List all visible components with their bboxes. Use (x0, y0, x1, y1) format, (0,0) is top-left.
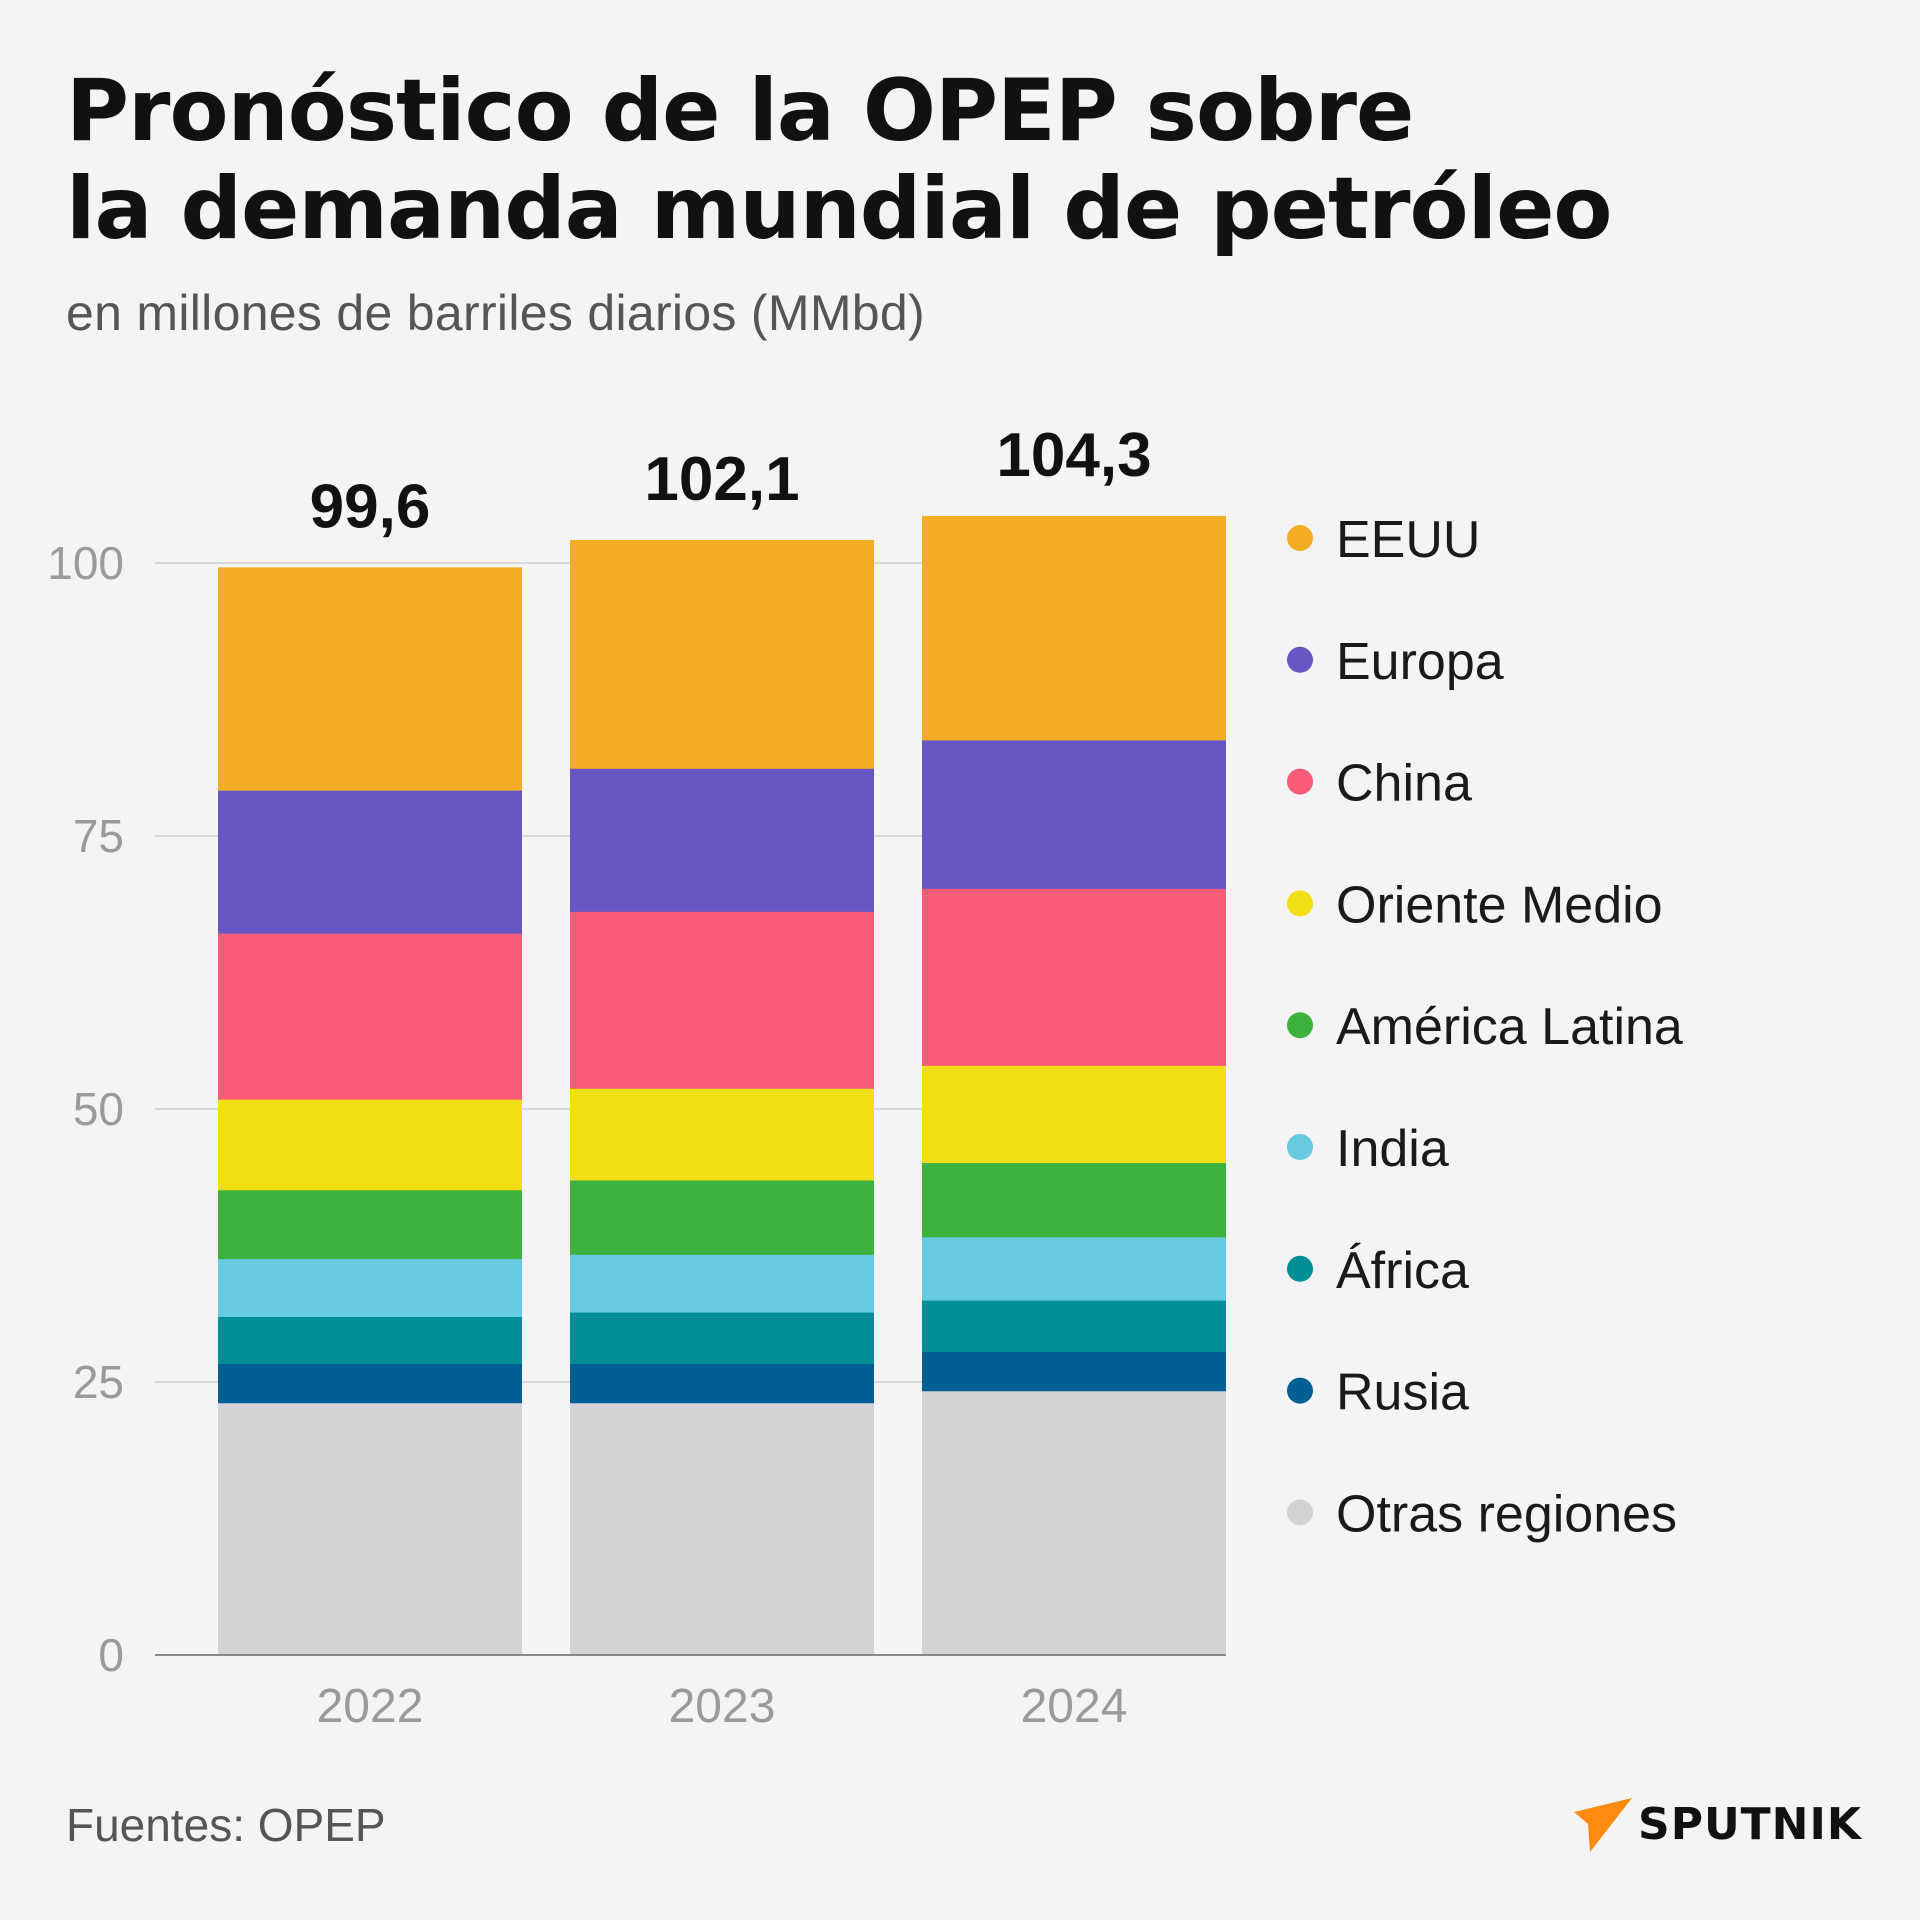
title-line-2: la demanda mundial de petróleo (66, 159, 1613, 259)
legend-label-india: India (1336, 1120, 1449, 1178)
bar-segment-2023-áfrica (570, 1312, 874, 1364)
legend-label-china: China (1336, 755, 1472, 813)
legend-label-otras-regiones: Otras regiones (1336, 1485, 1677, 1543)
legend-label-áfrica: África (1336, 1242, 1469, 1300)
bar-segment-2024-eeuu (922, 516, 1226, 741)
legend-swatch-europa (1287, 646, 1313, 673)
bar-segment-2024-india (922, 1236, 1226, 1301)
legend-swatch-rusia (1287, 1377, 1313, 1404)
total-label-2022: 99,6 (310, 472, 431, 541)
legend-label-europa: Europa (1336, 633, 1504, 691)
bar-segment-2023-otras-regiones (570, 1402, 874, 1656)
source-note: Fuentes: OPEP (66, 1799, 386, 1851)
x-tick-label-2022: 2022 (317, 1680, 424, 1733)
legend-label-rusia: Rusia (1336, 1364, 1469, 1422)
legend-label-américa-latina: América Latina (1336, 998, 1683, 1056)
total-label-2024: 104,3 (996, 421, 1151, 490)
bar-segment-2024-china (922, 888, 1226, 1066)
chart-title: Pronóstico de la OPEP sobre la demanda m… (66, 62, 1816, 258)
bar-segment-2024-áfrica (922, 1300, 1226, 1352)
bar-segment-2022-india (218, 1258, 522, 1317)
bar-segment-2022-áfrica (218, 1316, 522, 1364)
bar-segment-2023-eeuu (570, 540, 874, 769)
bar-segment-2024-oriente-medio (922, 1065, 1226, 1164)
legend-swatch-américa-latina (1287, 1012, 1313, 1039)
bar-segment-2024-otras-regiones (922, 1390, 1226, 1656)
title-line-1: Pronóstico de la OPEP sobre (66, 61, 1414, 161)
bar-segment-2022-rusia (218, 1363, 522, 1404)
bar-segment-2022-china (218, 933, 522, 1100)
bar-segment-2024-europa (922, 739, 1226, 889)
sputnik-arrow-icon (1574, 1798, 1632, 1852)
sputnik-logo: SPUTNIK (1572, 1794, 1862, 1854)
bar-segment-2024-américa-latina (922, 1162, 1226, 1238)
bar-segment-2024-rusia (922, 1351, 1226, 1392)
x-tick-label-2024: 2024 (1021, 1680, 1128, 1733)
legend-swatch-eeuu (1287, 525, 1313, 551)
bar-segment-2023-india (570, 1254, 874, 1313)
legend-label-oriente-medio: Oriente Medio (1336, 876, 1663, 934)
bar-segment-2023-oriente-medio (570, 1088, 874, 1181)
y-tick-label-25: 25 (73, 1356, 124, 1408)
total-label-2023: 102,1 (644, 445, 799, 514)
x-tick-label-2023: 2023 (669, 1680, 776, 1733)
y-tick-label-50: 50 (73, 1083, 124, 1135)
bar-segment-2023-china (570, 911, 874, 1089)
y-tick-label-75: 75 (73, 810, 124, 862)
bar-segment-2022-eeuu (218, 567, 522, 791)
bar-segment-2023-rusia (570, 1363, 874, 1404)
legend-label-eeuu: EEUU (1336, 511, 1480, 569)
y-tick-label-100: 100 (47, 537, 124, 589)
bar-segment-2022-américa-latina (218, 1189, 522, 1260)
bar-segment-2022-otras-regiones (218, 1402, 522, 1656)
stacked-bar-chart: 0 25 50 75 100 99,6 2022 102,1 2023 104,3 2024 EEUU… (47, 421, 1683, 1733)
legend-swatch-china (1287, 768, 1313, 795)
bar-segment-2022-europa (218, 790, 522, 934)
legend-swatch-india (1287, 1134, 1313, 1160)
legend-swatch-otras-regiones (1287, 1499, 1313, 1526)
chart-subtitle: en millones de barriles diarios (MMbd) (66, 285, 925, 341)
legend-swatch-áfrica (1287, 1255, 1313, 1282)
bar-segment-2023-europa (570, 768, 874, 912)
y-tick-label-0: 0 (98, 1629, 124, 1681)
legend-swatch-oriente-medio (1287, 890, 1313, 917)
brand-name: SPUTNIK (1638, 1798, 1862, 1850)
bar-segment-2022-oriente-medio (218, 1099, 522, 1191)
bar-segment-2023-américa-latina (570, 1179, 874, 1255)
